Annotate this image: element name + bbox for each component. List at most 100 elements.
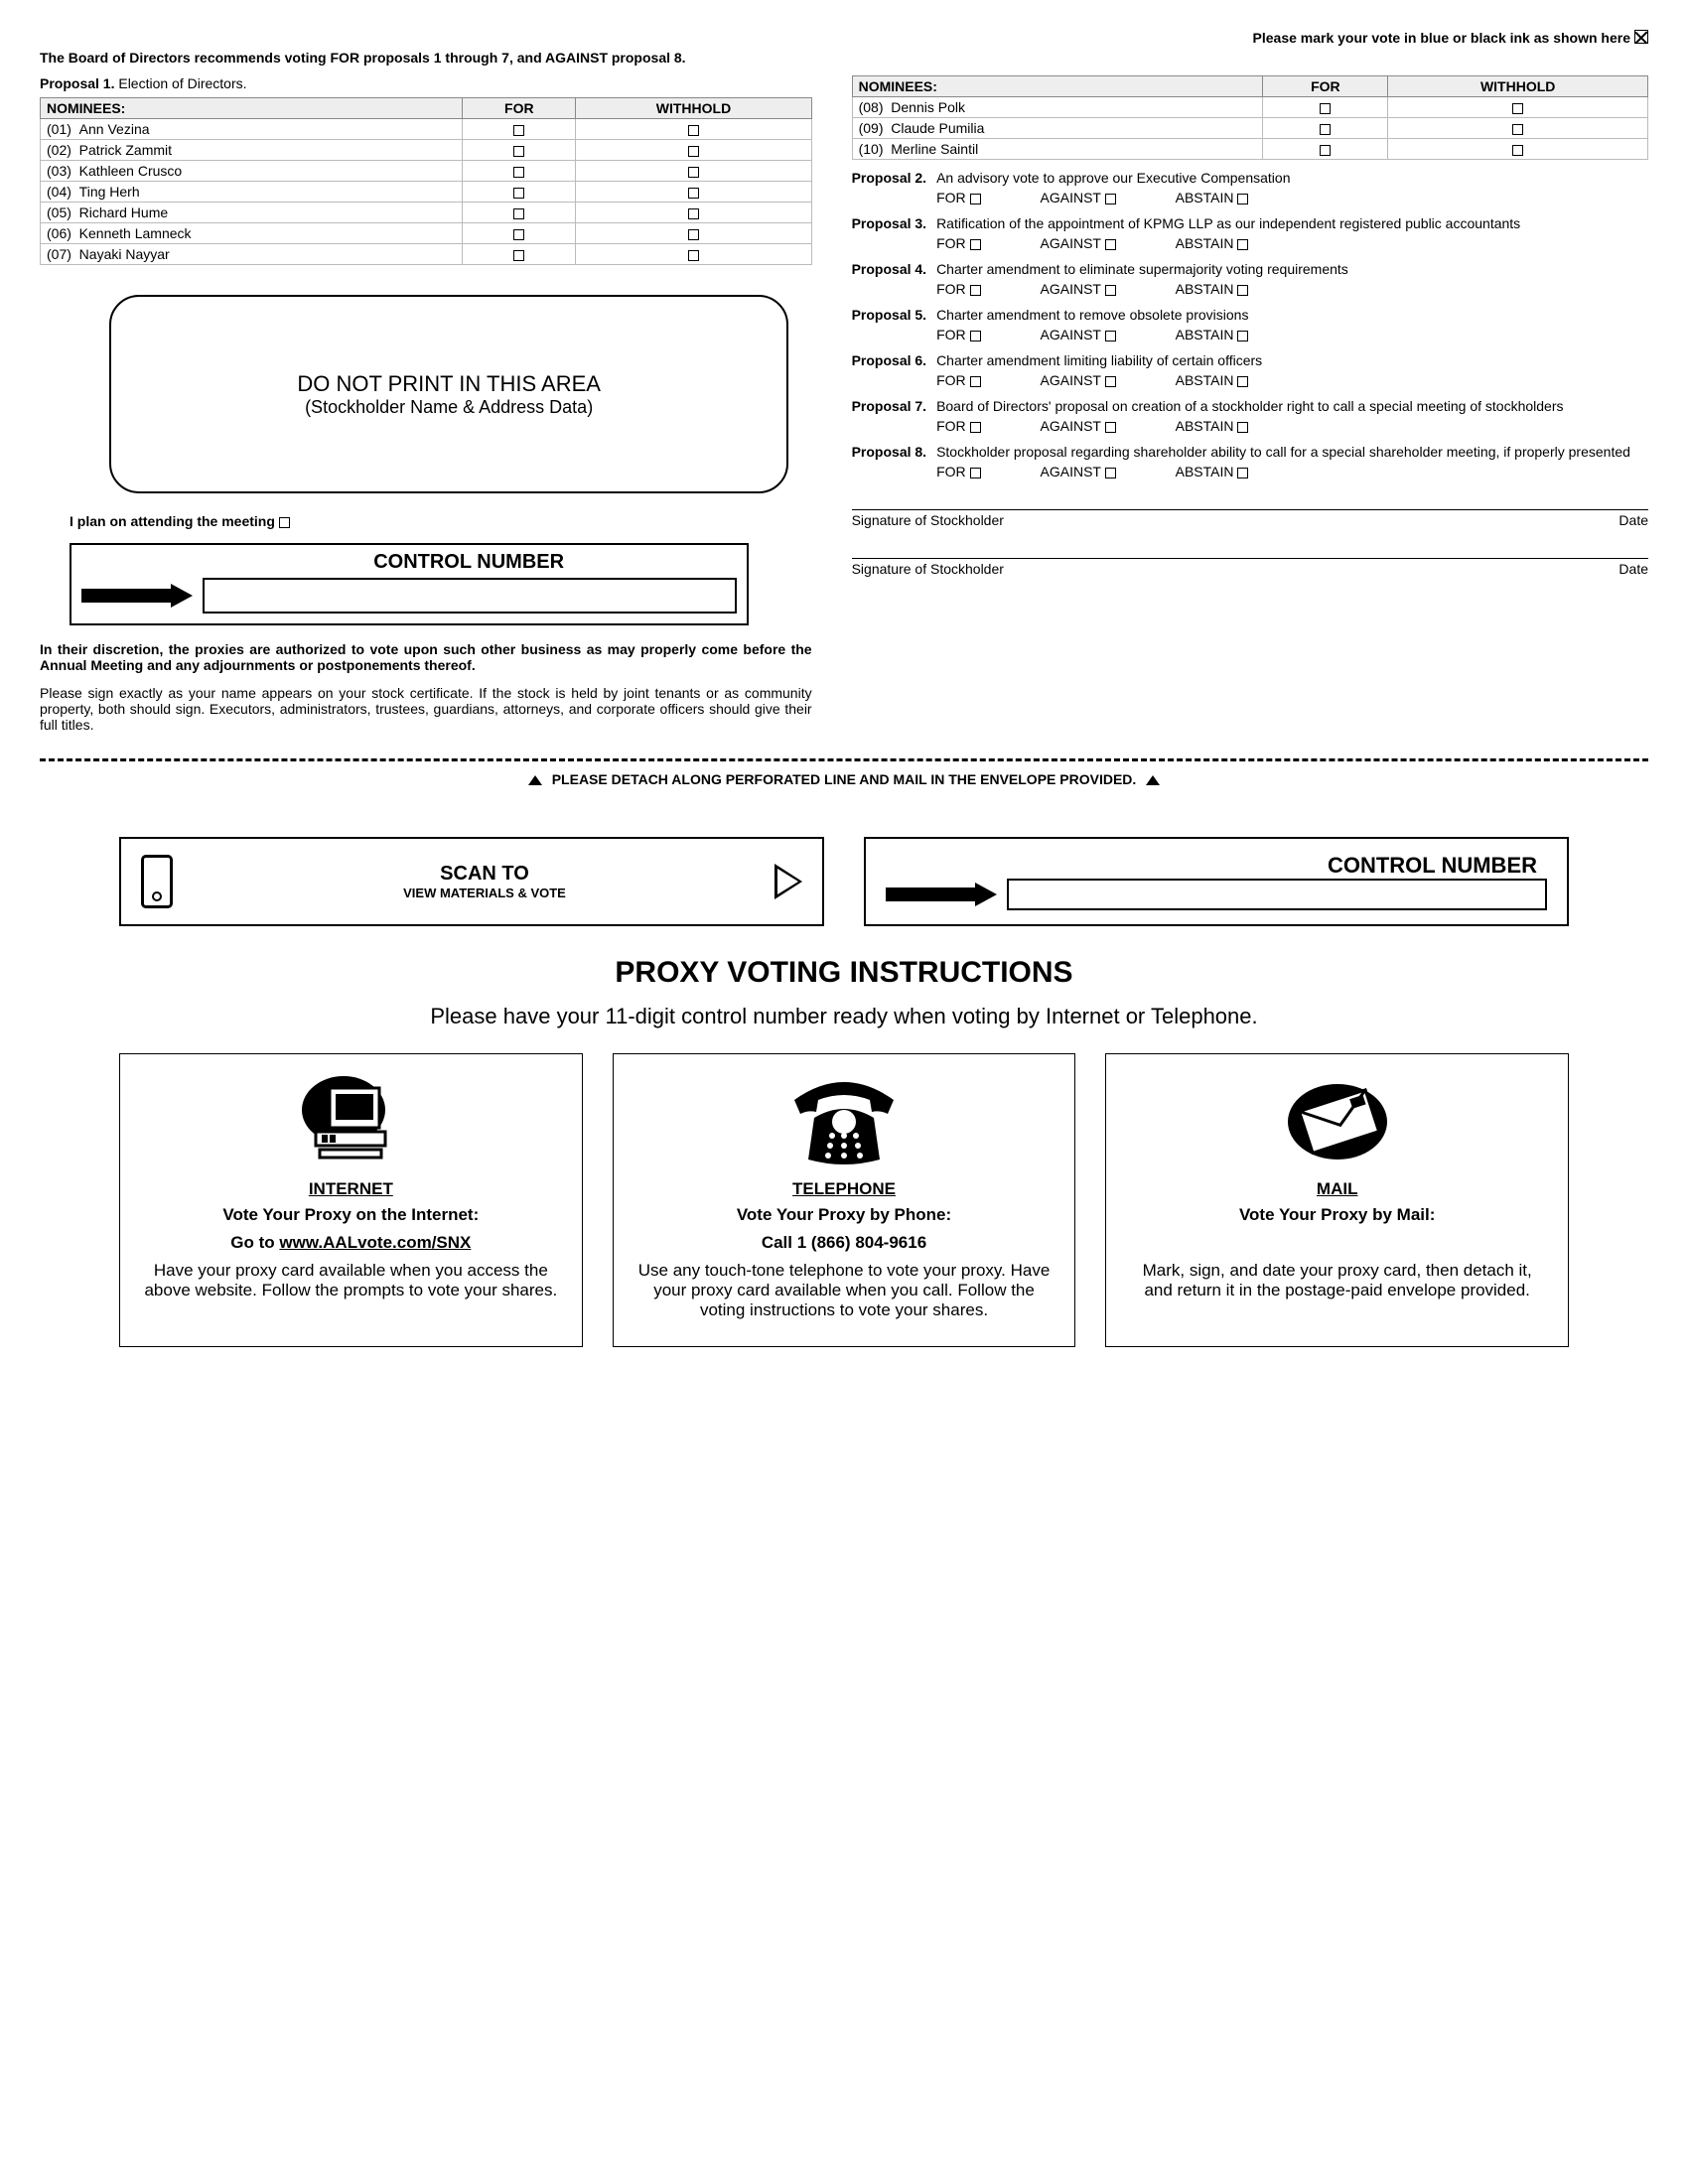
triangle-right-icon xyxy=(776,866,802,897)
vote-for[interactable]: FOR xyxy=(936,281,980,297)
col-withhold: WITHHOLD xyxy=(576,98,811,119)
vote-abstain[interactable]: ABSTAIN xyxy=(1176,235,1249,251)
proposal-row: Proposal 2.An advisory vote to approve o… xyxy=(852,170,1648,205)
withhold-checkbox-cell[interactable] xyxy=(576,119,811,140)
vote-against[interactable]: AGAINST xyxy=(1041,281,1116,297)
table-row: (04) Ting Herh xyxy=(41,182,812,203)
arrow-right-icon xyxy=(886,883,997,906)
proposal-text: Charter amendment to eliminate supermajo… xyxy=(936,261,1648,277)
telephone-title: TELEPHONE xyxy=(633,1179,1055,1199)
nominee-cell: (03) Kathleen Crusco xyxy=(41,161,463,182)
withhold-checkbox-cell[interactable] xyxy=(576,140,811,161)
envelope-icon xyxy=(1278,1070,1397,1169)
scan-qr-box: SCAN TO VIEW MATERIALS & VOTE xyxy=(119,837,824,926)
withhold-checkbox-cell[interactable] xyxy=(1388,97,1648,118)
for-checkbox-cell[interactable] xyxy=(463,203,576,223)
for-checkbox-cell[interactable] xyxy=(463,223,576,244)
for-checkbox-cell[interactable] xyxy=(463,244,576,265)
vote-for[interactable]: FOR xyxy=(936,418,980,434)
method-internet: INTERNET Vote Your Proxy on the Internet… xyxy=(119,1053,583,1347)
signature-label-2: Signature of Stockholder xyxy=(852,561,1004,577)
for-checkbox-cell[interactable] xyxy=(463,182,576,203)
vote-for[interactable]: FOR xyxy=(936,327,980,342)
for-checkbox-cell[interactable] xyxy=(1263,97,1388,118)
method-mail: MAIL Vote Your Proxy by Mail: Mark, sign… xyxy=(1105,1053,1569,1347)
proposal-label: Proposal 2. xyxy=(852,170,926,205)
withhold-checkbox-cell[interactable] xyxy=(576,244,811,265)
col-nominees-r: NOMINEES: xyxy=(852,76,1263,97)
telephone-lead2: Call 1 (866) 804-9616 xyxy=(633,1233,1055,1253)
vote-abstain[interactable]: ABSTAIN xyxy=(1176,281,1249,297)
signature-line-1[interactable]: Signature of Stockholder Date xyxy=(852,509,1648,528)
smartphone-icon xyxy=(141,855,173,908)
attend-text: I plan on attending the meeting xyxy=(70,513,275,529)
attend-meeting-line: I plan on attending the meeting xyxy=(70,513,812,529)
vote-against[interactable]: AGAINST xyxy=(1041,235,1116,251)
vote-for[interactable]: FOR xyxy=(936,464,980,479)
proposal-row: Proposal 6.Charter amendment limiting li… xyxy=(852,352,1648,388)
nominee-cell: (01) Ann Vezina xyxy=(41,119,463,140)
proposal-text: Ratification of the appointment of KPMG … xyxy=(936,215,1648,231)
vote-abstain[interactable]: ABSTAIN xyxy=(1176,418,1249,434)
vote-for[interactable]: FOR xyxy=(936,235,980,251)
mail-lead1: Vote Your Proxy by Mail: xyxy=(1126,1205,1548,1225)
scan-line1: SCAN TO xyxy=(193,863,776,886)
internet-url[interactable]: www.AALvote.com/SNX xyxy=(279,1233,471,1252)
vote-against[interactable]: AGAINST xyxy=(1041,327,1116,342)
for-checkbox-cell[interactable] xyxy=(1263,118,1388,139)
withhold-checkbox-cell[interactable] xyxy=(576,182,811,203)
proposal-label: Proposal 7. xyxy=(852,398,926,434)
vote-against[interactable]: AGAINST xyxy=(1041,418,1116,434)
table-row: (02) Patrick Zammit xyxy=(41,140,812,161)
control-number-field[interactable] xyxy=(203,578,737,614)
col-for-r: FOR xyxy=(1263,76,1388,97)
address-placeholder-box: DO NOT PRINT IN THIS AREA (Stockholder N… xyxy=(109,295,788,493)
for-checkbox-cell[interactable] xyxy=(463,161,576,182)
col-nominees: NOMINEES: xyxy=(41,98,463,119)
instructions-subtitle: Please have your 11-digit control number… xyxy=(40,1004,1648,1029)
withhold-checkbox-cell[interactable] xyxy=(576,223,811,244)
vote-abstain[interactable]: ABSTAIN xyxy=(1176,190,1249,205)
vote-abstain[interactable]: ABSTAIN xyxy=(1176,372,1249,388)
proposal-row: Proposal 7.Board of Directors' proposal … xyxy=(852,398,1648,434)
nominee-cell: (02) Patrick Zammit xyxy=(41,140,463,161)
signature-date-2: Date xyxy=(1618,561,1648,577)
proposal-row: Proposal 8.Stockholder proposal regardin… xyxy=(852,444,1648,479)
nominee-cell: (05) Richard Hume xyxy=(41,203,463,223)
for-checkbox-cell[interactable] xyxy=(463,119,576,140)
arrow-right-icon xyxy=(81,584,193,608)
vote-against[interactable]: AGAINST xyxy=(1041,372,1116,388)
for-checkbox-cell[interactable] xyxy=(463,140,576,161)
proposal-label: Proposal 5. xyxy=(852,307,926,342)
mark-instruction: Please mark your vote in blue or black i… xyxy=(40,30,1648,46)
withhold-checkbox-cell[interactable] xyxy=(576,203,811,223)
col-for: FOR xyxy=(463,98,576,119)
vote-against[interactable]: AGAINST xyxy=(1041,190,1116,205)
withhold-checkbox-cell[interactable] xyxy=(1388,139,1648,160)
proposal-row: Proposal 3.Ratification of the appointme… xyxy=(852,215,1648,251)
for-checkbox-cell[interactable] xyxy=(1263,139,1388,160)
vote-abstain[interactable]: ABSTAIN xyxy=(1176,327,1249,342)
withhold-checkbox-cell[interactable] xyxy=(576,161,811,182)
vote-for[interactable]: FOR xyxy=(936,190,980,205)
vote-against[interactable]: AGAINST xyxy=(1041,464,1116,479)
detach-text: PLEASE DETACH ALONG PERFORATED LINE AND … xyxy=(552,771,1137,787)
attend-checkbox[interactable] xyxy=(279,517,290,528)
table-row: (03) Kathleen Crusco xyxy=(41,161,812,182)
telephone-icon xyxy=(784,1070,904,1169)
col-withhold-r: WITHHOLD xyxy=(1388,76,1648,97)
control-number-field-2[interactable] xyxy=(1007,879,1547,910)
internet-lead1: Vote Your Proxy on the Internet: xyxy=(140,1205,562,1225)
discretion-text: In their discretion, the proxies are aut… xyxy=(40,641,812,673)
vote-for[interactable]: FOR xyxy=(936,372,980,388)
vote-abstain[interactable]: ABSTAIN xyxy=(1176,464,1249,479)
mail-title: MAIL xyxy=(1126,1179,1548,1199)
nominee-cell: (08) Dennis Polk xyxy=(852,97,1263,118)
proposal-1-heading: Proposal 1. Election of Directors. xyxy=(40,75,812,91)
signature-line-2[interactable]: Signature of Stockholder Date xyxy=(852,558,1648,577)
withhold-checkbox-cell[interactable] xyxy=(1388,118,1648,139)
table-row: (08) Dennis Polk xyxy=(852,97,1647,118)
nominee-cell: (07) Nayaki Nayyar xyxy=(41,244,463,265)
board-recommendation: The Board of Directors recommends voting… xyxy=(40,50,1648,66)
internet-lead2: Go to www.AALvote.com/SNX xyxy=(140,1233,562,1253)
